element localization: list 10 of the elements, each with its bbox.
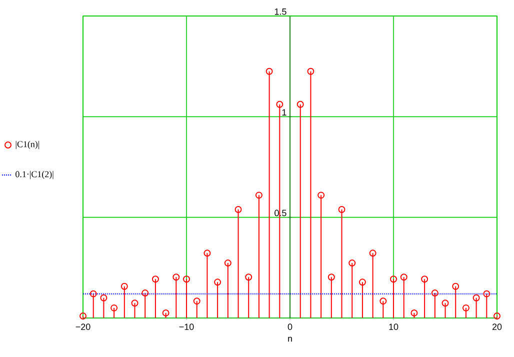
x-axis-title: n <box>288 336 292 342</box>
legend-label: 0.1·|C1(2)| <box>16 170 54 180</box>
x-tick-label: −10 <box>179 324 194 330</box>
x-tick-label: 20 <box>492 324 502 330</box>
y-tick-label: 1 <box>282 109 286 116</box>
x-tick-label: 0 <box>288 324 292 330</box>
x-tick-label: −20 <box>76 324 90 330</box>
x-tick-label: 10 <box>389 324 398 330</box>
y-tick-label: 1.5 <box>274 8 286 15</box>
legend-label: |C1(n)| <box>16 140 40 150</box>
